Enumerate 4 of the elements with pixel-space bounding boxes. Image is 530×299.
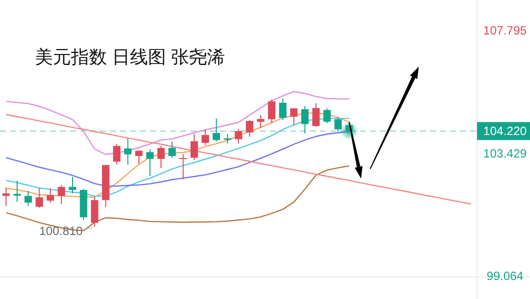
annotation: 100.810 bbox=[39, 224, 83, 238]
annotation: 100.810 bbox=[39, 224, 92, 238]
title: 美元指数 日线图 张尧浠 bbox=[35, 47, 226, 67]
ref-line-label: 104.220 bbox=[483, 124, 528, 138]
